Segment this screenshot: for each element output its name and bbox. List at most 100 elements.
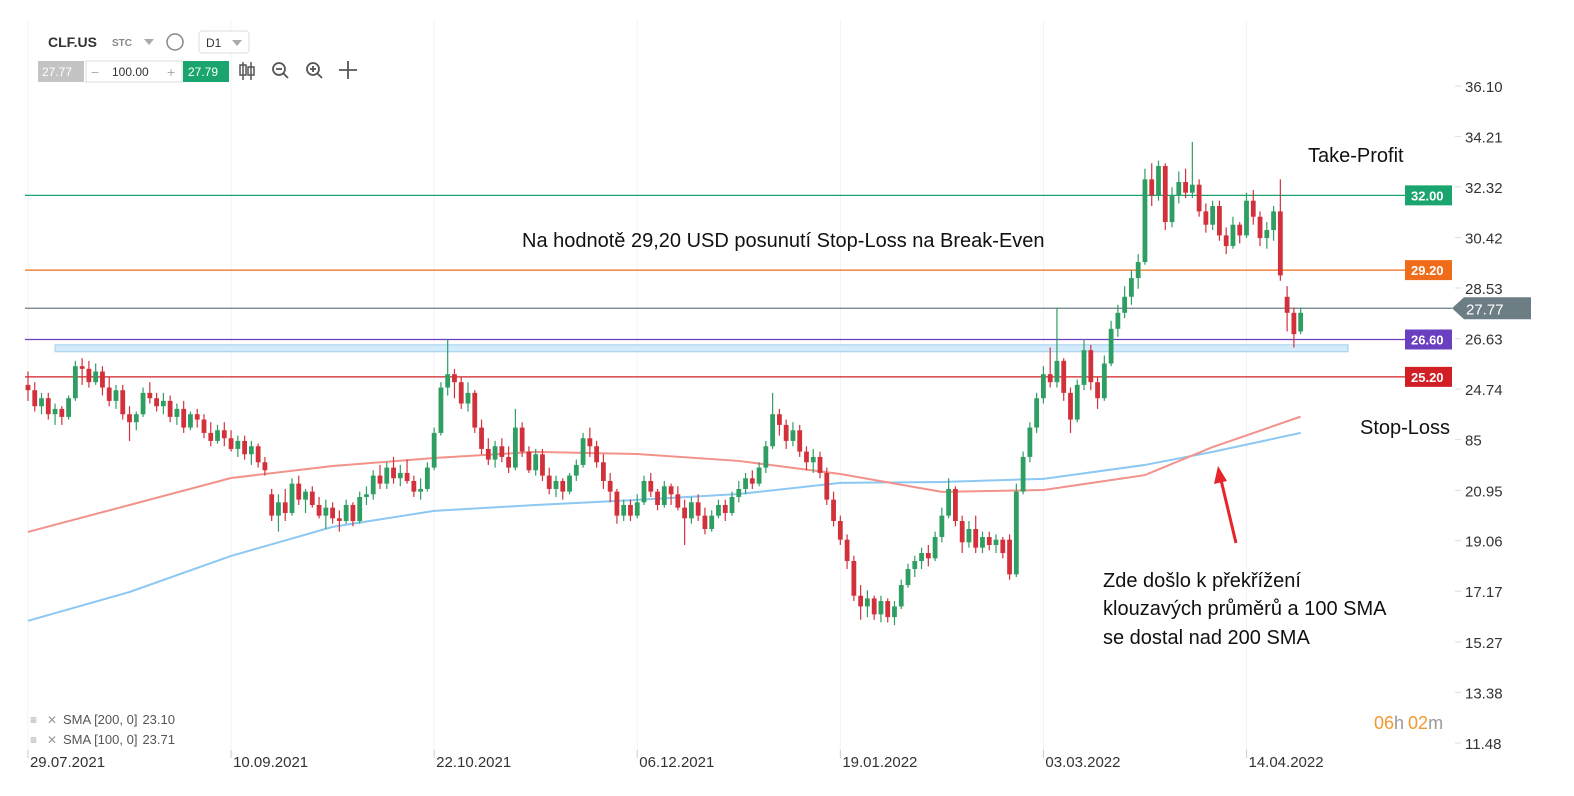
candle-body [919,553,924,562]
candle-body [1068,392,1073,420]
candle-body [858,595,864,607]
zoom-out-icon[interactable] [272,62,289,79]
candle-body [851,561,857,596]
candle-body [1196,184,1202,212]
candle-body [648,480,654,492]
candle-body [215,430,220,441]
candle-body [25,384,31,391]
bid-box[interactable] [38,61,84,82]
candle-body [174,408,180,417]
candle-body [364,494,369,497]
plus[interactable]: + [167,64,175,80]
candle-body [560,480,566,492]
candle-icon[interactable] [239,62,255,80]
ask-box[interactable] [183,61,229,82]
candle-body [526,451,532,471]
candle-body [688,502,694,519]
dropdown-arrow[interactable] [144,39,154,45]
interval: D1 [206,36,222,50]
candle-body [1264,230,1270,239]
candle-body [844,539,850,562]
candle-body [188,414,193,428]
candle-body [892,606,897,618]
candle-body [641,480,647,503]
volume-box[interactable] [85,60,183,83]
candle-body [147,392,153,399]
candle-body [39,398,44,407]
candle-body [553,480,559,489]
candle-body [228,438,234,449]
x-tick-label: 10.09.2021 [233,754,308,771]
candle-body [1061,360,1067,393]
candle-body [953,488,958,521]
candle-body [1007,539,1012,575]
candle-body [370,475,376,495]
candle-body [248,446,254,455]
candle-body [424,467,430,489]
candle-body [1074,384,1080,420]
candle-body [1298,312,1304,332]
candle-body [269,494,275,516]
candle-body [140,392,146,415]
candle-body [1122,296,1128,313]
candle-body [1142,179,1148,263]
candle-body [1101,363,1107,399]
candle-body [391,467,396,479]
candle-body [79,366,85,369]
interval-select[interactable] [198,30,250,54]
level-tag [1405,329,1452,350]
candle-body [824,472,830,500]
minus[interactable]: − [91,64,99,80]
arrow [1214,466,1238,544]
pan-icon[interactable] [339,61,357,79]
candle-body [675,494,681,508]
candle-body [282,502,288,513]
candle-body [343,504,349,521]
candle-body [831,499,836,521]
candle-body [776,414,782,425]
market: STC [112,38,132,49]
candle-body [540,454,545,476]
candle-body [72,366,78,399]
candle-body [1013,491,1019,575]
annotation: Na hodnotě 29,20 USD posunutí Stop-Loss … [522,230,1045,252]
candle-body [905,569,911,586]
candle-body [1237,224,1243,236]
legend-icon: ≡ [30,713,37,727]
candle-body [411,480,417,492]
symbol[interactable]: CLF.US [48,34,97,50]
candle-body [1210,206,1216,225]
candle-body [695,502,701,516]
info-icon[interactable] [166,33,184,51]
candle-body [600,462,606,481]
level-label: 32.00 [1411,188,1444,203]
candle-body [485,448,491,460]
candle-body [1271,211,1276,231]
candle-body [154,398,160,407]
candle-body [255,446,261,463]
candle-body [1183,182,1188,193]
candle-body [519,427,525,452]
annotation: se dostal nad 200 SMA [1103,627,1310,649]
candle-body [621,504,627,516]
candle-body [330,507,336,519]
level-tag [1405,366,1452,387]
candle-body [120,390,126,415]
y-tick-label: 28.53 [1465,281,1503,298]
zoom-in-icon[interactable] [306,62,323,79]
candle-body [45,398,51,415]
y-tick-label: 34.21 [1465,129,1503,146]
x-tick-label: 29.07.2021 [30,754,105,771]
sma-line [27,415,1301,533]
candle-body [932,537,938,559]
level-tag [1405,185,1452,206]
candle-body [628,504,633,516]
candle-body [323,507,329,516]
candle-body [160,400,166,407]
volume: 100.00 [112,65,149,79]
candle-body [973,528,979,548]
candle-body [709,515,715,529]
candle-body [289,483,295,513]
candle-body [465,392,471,404]
candle-body [512,427,518,468]
